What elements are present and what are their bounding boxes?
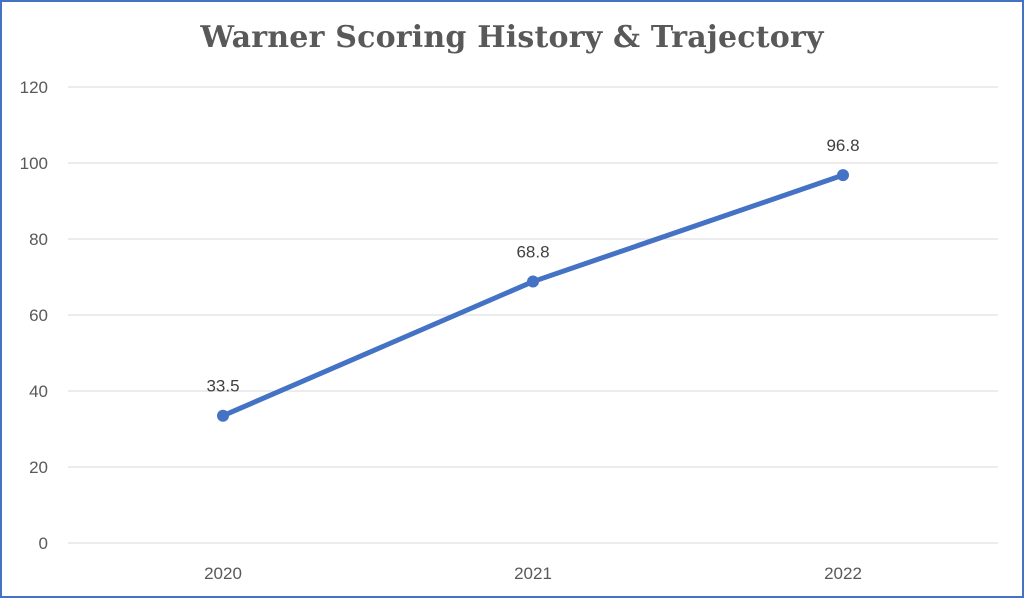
y-tick-label: 20 [29, 458, 48, 477]
data-label: 68.8 [516, 243, 549, 262]
x-tick-label: 2022 [824, 564, 862, 583]
data-point[interactable] [837, 169, 849, 182]
x-tick-label: 2020 [204, 564, 242, 583]
y-tick-label: 0 [39, 534, 48, 553]
y-tick-label: 40 [29, 382, 48, 401]
data-point[interactable] [527, 275, 539, 288]
x-tick-label: 2021 [514, 564, 552, 583]
y-tick-label: 60 [29, 306, 48, 325]
data-point[interactable] [217, 409, 229, 422]
y-tick-label: 80 [29, 230, 48, 249]
series-line [220, 172, 846, 419]
y-tick-label: 100 [20, 154, 48, 173]
chart-title: Warner Scoring History & Trajectory [200, 20, 824, 55]
data-label: 33.5 [206, 377, 239, 396]
y-tick-label: 120 [20, 78, 48, 97]
data-label: 96.8 [826, 136, 859, 155]
